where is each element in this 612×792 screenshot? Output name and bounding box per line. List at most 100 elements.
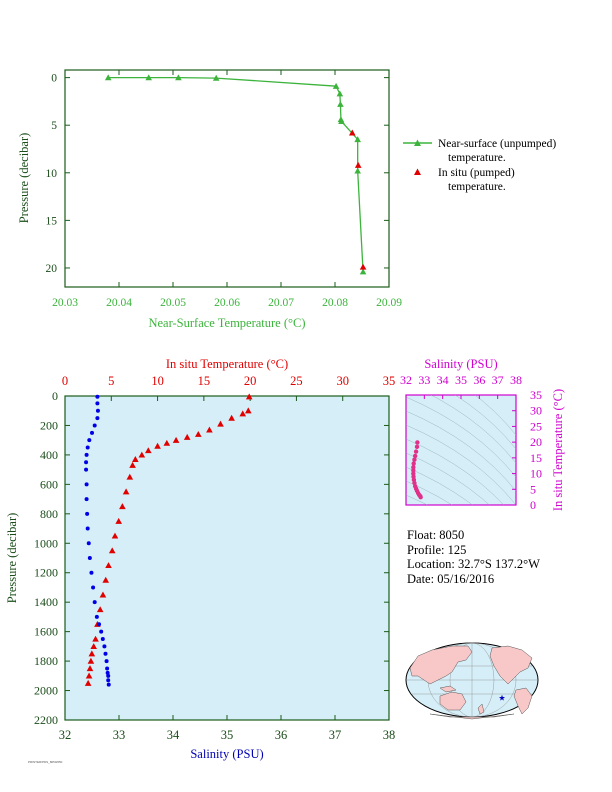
legend-red-label: In situ (pumped) bbox=[438, 167, 515, 179]
ts-x-tick-label: 35 bbox=[455, 373, 467, 387]
salinity-point bbox=[106, 682, 111, 687]
temperature-point bbox=[88, 650, 96, 657]
x-tick-label: 20.05 bbox=[160, 297, 186, 309]
y-tick-label: 0 bbox=[51, 73, 57, 85]
density-contour bbox=[406, 452, 490, 505]
density-contour bbox=[406, 410, 516, 492]
temperature-tick-label: 10 bbox=[151, 374, 164, 388]
salinity-point bbox=[84, 467, 89, 472]
near-surface-legend: Near-surface (unpumped) temperature. In … bbox=[403, 138, 556, 193]
ts-y-tick-label: 10 bbox=[530, 467, 542, 481]
salinity-tick-label: 35 bbox=[221, 728, 234, 742]
salinity-point bbox=[92, 600, 97, 605]
salinity-point bbox=[95, 394, 100, 399]
salinity-tick-label: 34 bbox=[167, 728, 180, 742]
temperature-point bbox=[138, 451, 146, 458]
temperature-point bbox=[132, 456, 139, 462]
ts-x-tick-label: 36 bbox=[473, 373, 485, 387]
density-contour bbox=[406, 424, 516, 505]
temperature-tick-label: 15 bbox=[198, 374, 211, 388]
pressure-tick-label: 800 bbox=[40, 507, 58, 521]
ts-y-axis-label: In situ Temperature (°C) bbox=[551, 389, 565, 511]
temperature-point bbox=[90, 643, 97, 650]
ts-y-tick-label: 15 bbox=[530, 451, 542, 465]
temperature-point bbox=[195, 430, 202, 437]
salinity-point bbox=[85, 445, 90, 450]
temperature-point bbox=[163, 439, 171, 446]
salinity-point bbox=[95, 408, 100, 413]
salinity-point bbox=[95, 401, 100, 406]
ts-x-tick-label: 32 bbox=[400, 373, 412, 387]
x-tick-label: 20.08 bbox=[322, 297, 348, 309]
salinity-axis-label: Salinity (PSU) bbox=[190, 747, 263, 761]
temperature-point bbox=[172, 436, 180, 443]
salinity-point bbox=[85, 511, 90, 516]
salinity-point bbox=[85, 526, 90, 531]
temperature-tick-label: 35 bbox=[383, 374, 396, 388]
float-location-star bbox=[498, 694, 506, 701]
near-surface-x-axis-label: Near-Surface Temperature (°C) bbox=[148, 316, 305, 330]
near-surface-point bbox=[359, 268, 367, 275]
near-surface-point bbox=[104, 74, 112, 81]
near-surface-y-axis-label: Pressure (decibar) bbox=[17, 133, 31, 224]
ts-point bbox=[412, 453, 418, 459]
salinity-point bbox=[95, 416, 100, 421]
ts-y-tick-label: 30 bbox=[530, 404, 542, 418]
temperature-point bbox=[206, 426, 213, 433]
float-info: Float: 8050 Profile: 125 Location: 32.7°… bbox=[407, 528, 540, 586]
temperature-point bbox=[122, 488, 130, 495]
pressure-tick-label: 1800 bbox=[34, 654, 58, 668]
near-surface-point bbox=[338, 118, 345, 125]
salinity-point bbox=[104, 659, 109, 664]
near-surface-point bbox=[212, 74, 220, 81]
salinity-tick-label: 33 bbox=[113, 728, 126, 742]
density-contour bbox=[406, 480, 453, 505]
salinity-point bbox=[87, 556, 92, 560]
salinity-point bbox=[94, 614, 99, 619]
ts-y-tick-label: 25 bbox=[530, 419, 542, 433]
salinity-point bbox=[103, 651, 108, 656]
temperature-point bbox=[239, 410, 247, 417]
ts-y-tick-label: 35 bbox=[530, 388, 542, 402]
salinity-point bbox=[89, 570, 94, 575]
ts-point bbox=[411, 461, 416, 466]
density-contour bbox=[474, 395, 516, 436]
pressure-tick-label: 1600 bbox=[34, 625, 58, 639]
ts-point bbox=[411, 465, 416, 470]
in-situ-point bbox=[354, 161, 362, 168]
near-surface-point bbox=[354, 136, 361, 143]
density-contour bbox=[406, 494, 428, 505]
near-surface-point bbox=[332, 82, 340, 89]
ts-point bbox=[418, 494, 423, 500]
float-number: Float: 8050 bbox=[407, 528, 465, 542]
density-contour bbox=[406, 438, 505, 505]
ts-point bbox=[413, 449, 419, 454]
near-surface-point bbox=[175, 74, 182, 81]
salinity-point bbox=[87, 438, 92, 443]
float-location-star-icon bbox=[498, 694, 506, 701]
legend-green-label-line2: temperature. bbox=[448, 152, 506, 164]
y-tick-label: 20 bbox=[46, 263, 58, 275]
near-surface-point bbox=[354, 167, 361, 174]
temperature-point bbox=[86, 665, 94, 672]
location-map bbox=[405, 642, 539, 720]
ts-plot-frame bbox=[405, 394, 517, 506]
near-surface-point bbox=[336, 90, 344, 97]
salinity-point bbox=[86, 541, 91, 546]
salinity-point bbox=[99, 629, 104, 634]
ts-point bbox=[411, 471, 416, 476]
pressure-tick-label: 400 bbox=[40, 448, 58, 462]
salinity-point bbox=[84, 482, 89, 487]
pressure-tick-label: 2000 bbox=[34, 684, 58, 698]
date: Date: 05/16/2016 bbox=[407, 571, 495, 586]
x-tick-label: 20.03 bbox=[52, 297, 78, 309]
near-surface-point bbox=[337, 100, 344, 107]
legend-red-label-line2: temperature. bbox=[448, 181, 506, 193]
temperature-point bbox=[85, 672, 93, 679]
location: Location: 32.7°S 137.2°W bbox=[407, 557, 540, 571]
density-contour bbox=[454, 395, 516, 450]
temperature-point bbox=[244, 407, 252, 414]
pressure-tick-label: 1400 bbox=[34, 595, 58, 609]
temperature-point bbox=[217, 420, 224, 427]
